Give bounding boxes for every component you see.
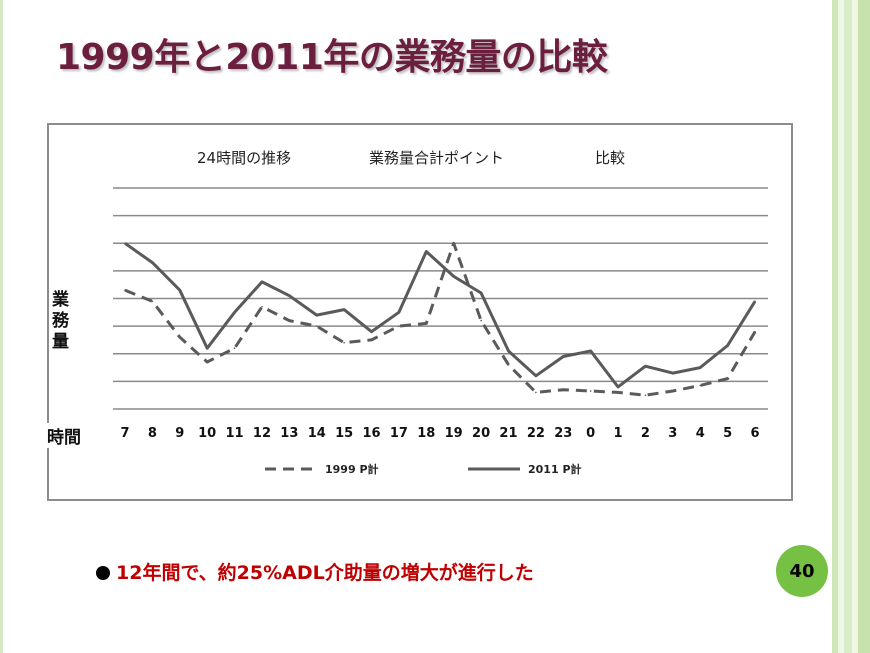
x-tick-label: 15	[335, 426, 353, 441]
legend: 1999 P計 2011 P計	[265, 462, 582, 476]
x-tick-label: 2	[641, 426, 650, 441]
data-point	[480, 292, 482, 294]
series-line-1999	[124, 241, 757, 397]
data-point	[617, 391, 619, 394]
x-tick-label: 17	[390, 426, 408, 441]
data-point	[178, 336, 181, 338]
x-tick-label: 18	[417, 426, 435, 441]
x-tick-label: 6	[750, 426, 759, 441]
data-point	[699, 384, 702, 387]
data-point	[124, 242, 126, 245]
decorative-side-stripes	[832, 0, 870, 653]
x-tick-label: 4	[696, 426, 705, 441]
data-point	[726, 377, 729, 380]
data-point	[343, 341, 345, 344]
data-point	[699, 366, 702, 369]
data-point	[535, 375, 537, 377]
data-point	[370, 339, 373, 341]
bullet-dot-icon	[96, 566, 110, 580]
x-tick-label: 20	[472, 426, 490, 441]
series-lines	[124, 241, 757, 397]
x-tick-label: 9	[175, 426, 184, 441]
data-point	[589, 350, 592, 352]
data-point	[233, 311, 236, 314]
x-tick-label: 23	[554, 426, 572, 441]
stripe	[832, 0, 838, 653]
data-point	[589, 390, 592, 392]
data-point	[288, 319, 291, 322]
data-point	[315, 314, 318, 316]
data-point	[206, 347, 208, 350]
data-point	[178, 289, 181, 292]
data-point	[754, 330, 756, 333]
x-tick-label: 11	[226, 426, 244, 441]
data-point	[124, 289, 126, 292]
data-point	[261, 281, 263, 283]
data-point	[288, 294, 291, 297]
data-point	[672, 390, 674, 392]
data-point	[398, 311, 400, 314]
page-number: 40	[789, 560, 815, 582]
data-point	[315, 325, 318, 327]
left-border-rule	[0, 0, 3, 653]
x-tick-label: 7	[120, 426, 129, 441]
x-tick-label: 19	[445, 426, 463, 441]
x-tick-label: 10	[198, 426, 216, 441]
gridlines	[113, 187, 768, 410]
x-tick-label: 0	[586, 426, 595, 441]
data-point	[151, 300, 154, 303]
x-tick-label: 14	[308, 426, 326, 441]
data-point	[452, 242, 455, 245]
data-point	[370, 330, 373, 333]
data-point	[151, 261, 154, 264]
x-tick-label: 16	[362, 426, 380, 441]
legend-label: 1999 P計	[325, 462, 379, 476]
data-point	[398, 325, 400, 327]
slide-title: 1999年と2011年の業務量の比較	[56, 37, 608, 78]
page-number-badge: 40	[776, 545, 828, 597]
data-point	[726, 344, 729, 347]
data-point	[754, 300, 756, 303]
chart-title-part-1: 24時間の推移	[197, 149, 291, 167]
chart-title-part-3: 比較	[595, 149, 625, 167]
x-tick-label: 1	[614, 426, 623, 441]
data-point	[672, 372, 674, 374]
data-point	[644, 394, 647, 396]
stripe	[858, 0, 870, 653]
data-point	[425, 322, 428, 325]
stripe	[844, 0, 852, 653]
x-tick-label: 3	[668, 426, 677, 441]
bullet-text: 12年間で、約25%ADL介助量の増大が進行した	[116, 562, 534, 584]
x-tick-labels: 7 8 9 10 11 12 13 14 15 16 17 18 19 20 21 22 23 0 1 2 3 4 5 6	[120, 426, 759, 441]
data-point	[425, 250, 428, 253]
data-point	[343, 308, 345, 311]
x-tick-label: 8	[148, 426, 157, 441]
legend-label: 2011 P計	[528, 462, 582, 476]
x-tick-label: 22	[527, 426, 545, 441]
y-axis-label: 業 務 量	[52, 290, 69, 352]
data-point	[480, 319, 482, 322]
chart-title-part-2: 業務量合計ポイント	[369, 149, 504, 167]
line-chart: 24時間の推移 業務量合計ポイント 比較 7 8 9 10 11 12 13 14 15 16 17…	[113, 149, 768, 476]
data-point	[562, 388, 565, 391]
data-point	[206, 361, 208, 363]
x-tick-label: 5	[723, 426, 732, 441]
data-point	[617, 386, 619, 388]
data-point	[562, 355, 565, 358]
data-point	[452, 275, 455, 278]
data-point	[507, 364, 510, 366]
x-tick-label: 21	[499, 426, 517, 441]
x-tick-label: 13	[280, 426, 298, 441]
bullet-statement: 12年間で、約25%ADL介助量の増大が進行した	[96, 558, 534, 585]
x-tick-label: 12	[253, 426, 271, 441]
data-point	[535, 391, 537, 394]
data-point	[507, 350, 510, 352]
x-axis-label: 時間	[47, 423, 81, 448]
series-line-2011	[124, 242, 757, 389]
chart-frame: 24時間の推移 業務量合計ポイント 比較 7 8 9 10 11 12 13 14 15 16 17…	[47, 123, 793, 501]
data-point	[261, 305, 263, 308]
data-point	[233, 347, 236, 350]
data-point	[644, 365, 647, 367]
